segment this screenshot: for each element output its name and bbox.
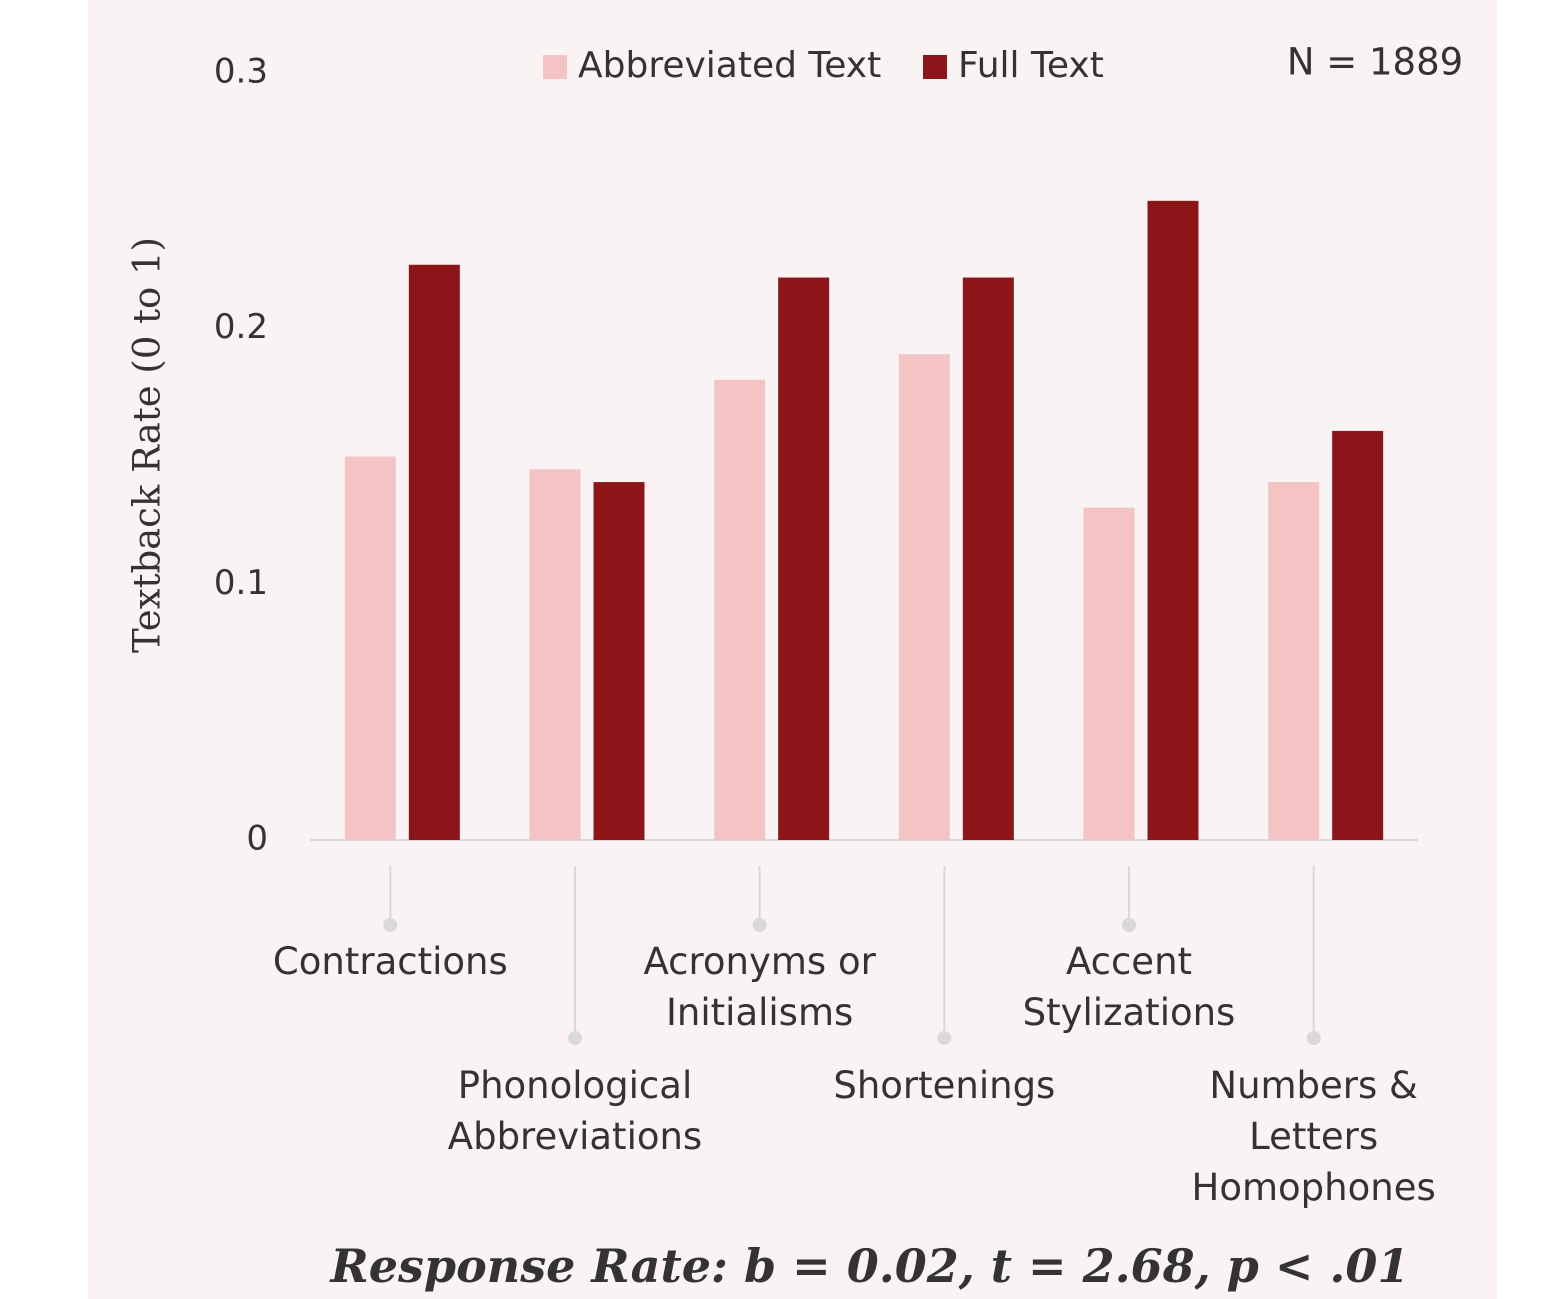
bar xyxy=(962,277,1014,840)
legend-swatch xyxy=(923,55,947,79)
y-tick-label: 0.1 xyxy=(214,563,268,603)
y-tick-label: 0.3 xyxy=(214,52,268,92)
bar xyxy=(1083,507,1135,840)
bar xyxy=(529,469,581,840)
leader-dot xyxy=(937,1031,952,1045)
leader-dot xyxy=(568,1031,582,1045)
x-tick-label: Shortenings xyxy=(833,1064,1056,1107)
x-tick-label: Contractions xyxy=(272,940,508,983)
x-tick-label: Acronyms or Initialisms xyxy=(643,940,876,1034)
legend-swatch xyxy=(543,55,567,79)
bar xyxy=(1147,200,1199,841)
y-axis-label: Textback Rate (0 to 1) xyxy=(126,237,169,653)
bar xyxy=(408,264,460,840)
bar xyxy=(344,456,396,840)
x-tick-label: Phonological Abbreviations xyxy=(447,1064,703,1158)
x-tick-label: Accent Stylizations xyxy=(1022,940,1236,1034)
bar xyxy=(778,277,830,840)
legend-label: Full Text xyxy=(958,45,1104,86)
bar xyxy=(1268,482,1320,840)
legend-label: Abbreviated Text xyxy=(578,45,881,86)
chart-title: Response Rate: b = 0.02, t = 2.68, p < .… xyxy=(329,1239,1410,1293)
y-tick-label: 0.2 xyxy=(214,307,268,347)
sample-size: N = 1889 xyxy=(1287,41,1463,84)
x-tick-label: Numbers & Letters Homophones xyxy=(1191,1064,1436,1209)
bar xyxy=(714,379,766,840)
leader-dot xyxy=(1306,1031,1321,1045)
bar xyxy=(898,354,950,840)
leader-dot xyxy=(383,918,398,932)
leader-dot xyxy=(752,918,767,932)
y-tick-label: 0 xyxy=(246,819,268,859)
bar xyxy=(593,482,645,840)
bar xyxy=(1332,430,1384,840)
leader-dot xyxy=(1122,918,1136,932)
